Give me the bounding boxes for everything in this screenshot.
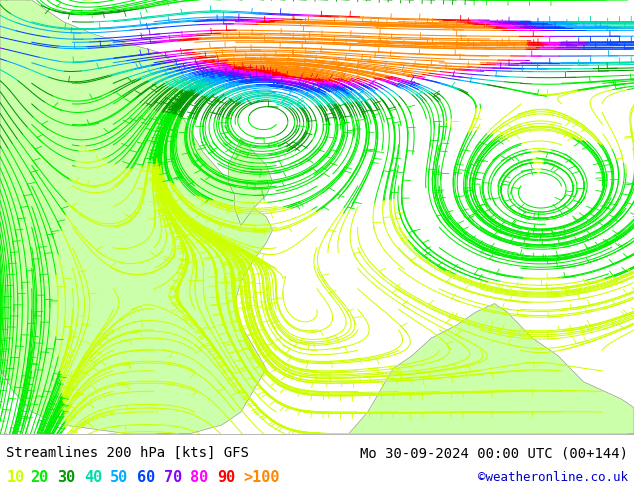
Text: 40: 40 [84, 470, 102, 485]
Polygon shape [0, 0, 273, 434]
Text: 80: 80 [190, 470, 209, 485]
Text: 30: 30 [57, 470, 75, 485]
Text: 90: 90 [217, 470, 235, 485]
Polygon shape [349, 304, 634, 434]
Text: ©weatheronline.co.uk: ©weatheronline.co.uk [477, 471, 628, 484]
Polygon shape [228, 139, 273, 225]
Text: Mo 30-09-2024 00:00 UTC (00+144): Mo 30-09-2024 00:00 UTC (00+144) [359, 446, 628, 460]
Text: Streamlines 200 hPa [kts] GFS: Streamlines 200 hPa [kts] GFS [6, 446, 249, 460]
Text: 70: 70 [164, 470, 182, 485]
Text: 50: 50 [110, 470, 129, 485]
Text: 60: 60 [137, 470, 155, 485]
Text: 10: 10 [6, 470, 25, 485]
Text: 20: 20 [30, 470, 49, 485]
Text: >100: >100 [243, 470, 280, 485]
